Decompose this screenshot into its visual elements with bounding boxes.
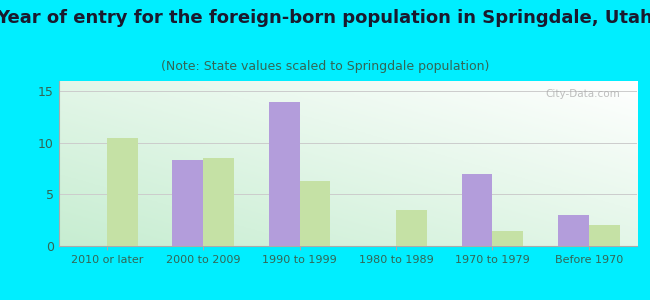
Bar	[203, 158, 234, 246]
Text: (Note: State values scaled to Springdale population): (Note: State values scaled to Springdale…	[161, 60, 489, 73]
Bar	[172, 160, 203, 246]
Bar	[396, 210, 427, 246]
Bar	[462, 174, 492, 246]
Bar	[493, 230, 523, 246]
Bar	[107, 138, 138, 246]
Bar	[558, 215, 589, 246]
Bar	[268, 102, 300, 246]
Text: City-Data.com: City-Data.com	[545, 89, 619, 99]
Bar	[300, 181, 330, 246]
Text: Year of entry for the foreign-born population in Springdale, Utah: Year of entry for the foreign-born popul…	[0, 9, 650, 27]
Bar	[589, 225, 619, 246]
